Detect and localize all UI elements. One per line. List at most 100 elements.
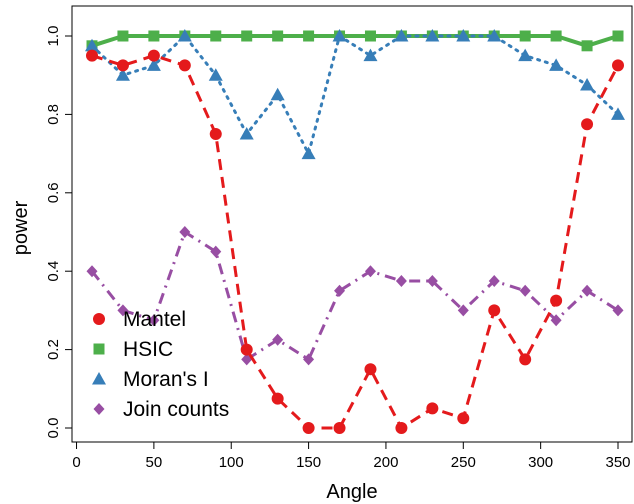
data-point: [395, 422, 408, 434]
y-tick-label: 0.8: [45, 104, 62, 125]
data-point: [303, 30, 315, 42]
data-point: [550, 314, 562, 327]
data-point: [272, 30, 284, 42]
legend-symbol: [93, 313, 105, 325]
data-point: [363, 48, 378, 62]
x-tick-label: 0: [72, 454, 80, 471]
data-point: [303, 353, 315, 366]
legend-label: Moran's I: [123, 368, 209, 391]
data-point: [612, 304, 624, 317]
data-point: [178, 59, 191, 72]
data-point: [426, 402, 439, 415]
data-point: [550, 30, 562, 42]
data-point: [210, 30, 222, 42]
data-point: [334, 284, 346, 297]
legend-symbol: [92, 372, 106, 385]
data-point: [394, 29, 409, 42]
y-tick-label: 0.0: [45, 418, 62, 439]
data-point: [581, 40, 593, 52]
data-point: [116, 59, 129, 72]
data-point: [209, 128, 222, 140]
data-point: [456, 29, 471, 42]
data-point: [271, 392, 284, 405]
data-point: [115, 68, 130, 81]
x-tick-label: 300: [528, 454, 553, 471]
data-point: [425, 29, 440, 42]
data-point: [611, 107, 625, 120]
x-tick-label: 50: [146, 454, 163, 471]
series-moran-s-i: [85, 29, 625, 160]
legend: Mantel HSIC Moran's I Join counts: [92, 308, 229, 421]
data-point: [177, 29, 192, 42]
data-point: [457, 304, 469, 317]
data-point: [147, 49, 160, 62]
y-tick-label: 0.2: [45, 339, 62, 360]
series-line: [90, 230, 619, 361]
x-tick-label: 350: [605, 454, 630, 471]
data-point: [488, 275, 500, 287]
y-tick-label: 0.4: [45, 261, 62, 282]
legend-item: Moran's I: [92, 368, 209, 391]
plot-frame: [71, 5, 633, 443]
data-point: [148, 30, 160, 42]
data-point: [302, 422, 315, 434]
data-point: [519, 30, 531, 42]
legend-label: HSIC: [123, 338, 173, 361]
series-hsic: [86, 30, 624, 52]
axes: 0 50 100 150 200 250 300 350 0.0 0.2 0.4 0.6 0.8 1.0: [45, 5, 633, 471]
data-point: [272, 333, 284, 346]
data-point: [148, 314, 160, 327]
legend-symbol: [93, 403, 105, 415]
data-point: [179, 226, 191, 238]
legend-symbol: [93, 343, 105, 355]
x-tick-label: 100: [219, 454, 244, 471]
data-point: [519, 353, 532, 366]
y-tick-label: 1.0: [45, 26, 62, 47]
data-point: [395, 275, 407, 287]
data-point: [612, 30, 624, 42]
legend-item: Mantel: [93, 308, 186, 331]
legend-item: Join counts: [93, 398, 229, 421]
data-point: [301, 146, 316, 160]
legend-label: Mantel: [123, 308, 186, 331]
data-point: [518, 48, 533, 62]
data-point: [519, 284, 531, 297]
data-point: [550, 294, 563, 307]
data-point: [270, 87, 285, 101]
y-tick-label: 0.6: [45, 182, 62, 203]
legend-label: Join counts: [123, 398, 229, 421]
data-point: [549, 58, 564, 71]
legend-item: HSIC: [93, 338, 173, 361]
data-point: [488, 304, 501, 317]
data-point: [239, 127, 254, 140]
data-point: [581, 118, 594, 131]
data-point: [364, 363, 377, 376]
x-tick-label: 200: [373, 454, 398, 471]
x-tick-label: 150: [296, 454, 321, 471]
series-join-counts: [86, 226, 624, 366]
plot-area: [85, 29, 625, 434]
data-point: [457, 412, 470, 425]
data-point: [333, 422, 346, 434]
data-point: [117, 30, 129, 42]
data-point: [208, 68, 223, 81]
data-point: [580, 78, 595, 91]
data-point: [332, 29, 347, 42]
data-point: [426, 275, 438, 287]
series-line: [90, 34, 620, 156]
data-point: [487, 29, 502, 42]
data-point: [241, 30, 253, 42]
series-mantel: [86, 49, 624, 434]
data-point: [364, 30, 376, 42]
data-point: [240, 343, 253, 356]
data-point: [117, 304, 129, 317]
data-point: [612, 59, 624, 72]
data-point: [581, 284, 593, 297]
data-point: [85, 38, 99, 52]
data-point: [210, 245, 222, 258]
data-point: [364, 265, 376, 278]
x-axis-title: Angle: [326, 481, 377, 503]
x-tick-label: 250: [451, 454, 476, 471]
data-point: [86, 265, 98, 278]
